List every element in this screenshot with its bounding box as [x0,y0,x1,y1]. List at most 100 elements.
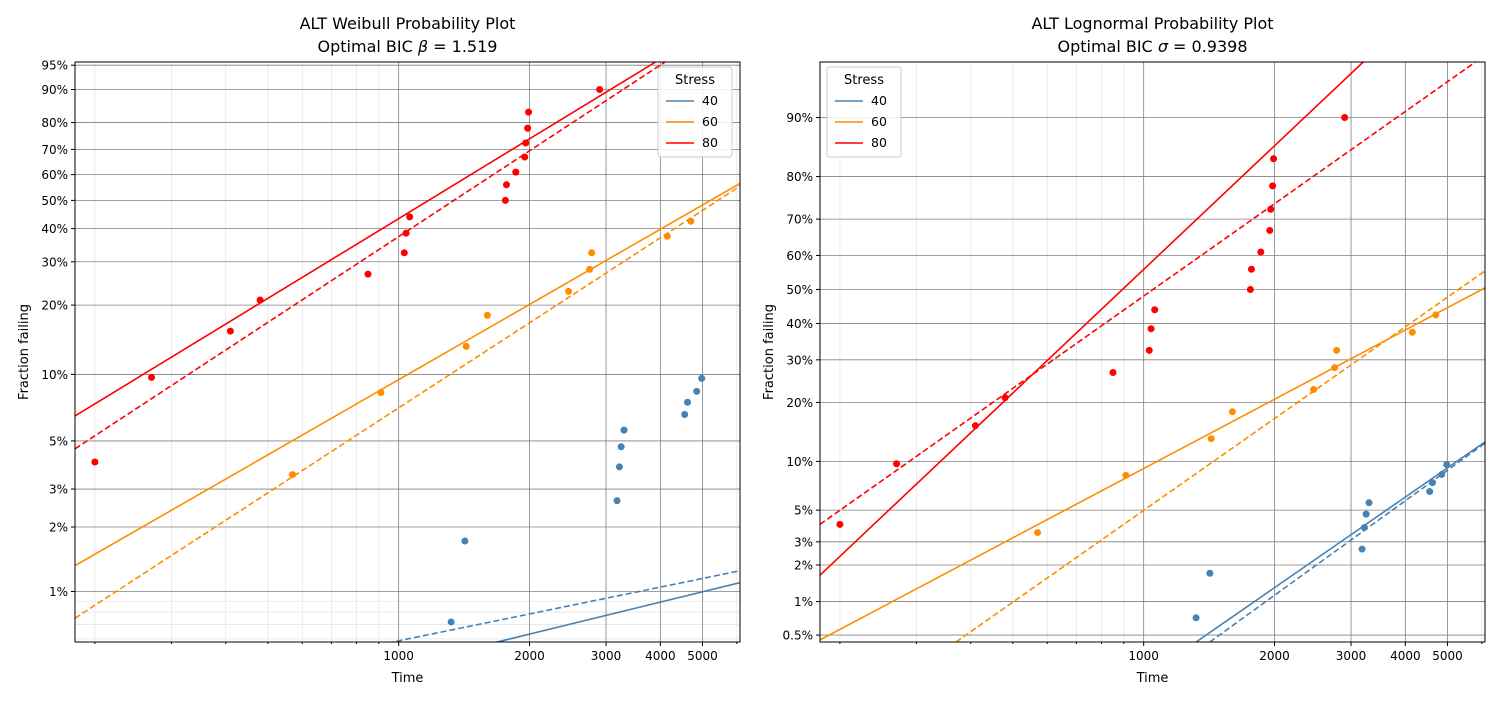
lognormal-y-axis-label: Fraction failing [762,304,777,400]
subtitle-prefix: Optimal BIC [318,37,418,56]
data-point-80 [1341,114,1349,122]
data-point-80 [1269,182,1277,190]
data-point-80 [1270,155,1278,163]
data-point-40 [447,618,455,626]
data-point-40 [698,374,706,382]
data-point-80 [512,168,520,176]
lognormal-grid [820,62,1485,642]
data-point-40 [613,497,621,505]
legend-entry-80: 80 [702,135,718,150]
subtitle-symbol: σ [1158,37,1169,56]
data-point-80 [226,327,234,335]
data-point-80 [525,108,533,116]
data-point-60 [1333,346,1341,354]
data-point-40 [617,443,625,451]
legend-entry-40: 40 [871,93,887,108]
data-point-60 [1432,311,1440,319]
x-tick-label: 4000 [1390,649,1421,663]
x-tick-label: 1000 [383,649,414,663]
data-point-80 [521,153,529,161]
data-point-80 [406,213,414,221]
fit-line-solid-40 [1195,441,1485,642]
data-point-80 [1147,325,1155,333]
subtitle-value: = 1.519 [428,37,497,56]
y-tick-label: 5% [49,434,68,448]
weibull-legend: Stress 40 60 80 [657,66,733,158]
data-point-40 [461,537,469,545]
y-tick-label: 90% [786,111,813,125]
weibull-plot-area [75,62,740,642]
y-tick-label: 20% [786,396,813,410]
fit-line-dashed-40 [388,569,740,642]
data-point-40 [693,387,701,395]
data-point-60 [1331,364,1339,372]
x-tick-label: 5000 [1432,649,1463,663]
weibull-chart-title: ALT Weibull Probability Plot [300,14,516,33]
data-point-80 [893,460,901,468]
data-point-40 [1429,479,1437,487]
fit-line-dashed-80 [820,62,1476,526]
y-tick-label: 5% [794,504,813,518]
legend-entry-80: 80 [871,135,887,150]
lognormal-plot-panel: 1000 2000 3000 4000 5000 0.5% 1% 2% 3% 5% 10% 20% 30… [762,14,1486,686]
data-point-80 [148,373,156,381]
data-point-80 [1257,248,1265,256]
y-tick-label: 0.5% [783,629,814,643]
data-point-80 [524,124,532,132]
y-tick-label: 10% [786,455,813,469]
y-tick-label: 80% [41,116,68,130]
x-tick-label: 5000 [687,649,718,663]
data-point-80 [91,458,99,466]
y-tick-label: 1% [794,595,813,609]
data-point-60 [663,232,671,240]
y-tick-label: 50% [41,194,68,208]
lognormal-chart-title: ALT Lognormal Probability Plot [1031,14,1273,33]
data-point-40 [615,463,623,471]
data-point-40 [681,410,689,418]
y-tick-label: 50% [786,283,813,297]
lognormal-x-axis-label: Time [1136,671,1169,686]
weibull-axes-frame [74,61,741,643]
y-tick-label: 95% [41,59,68,73]
data-point-60 [586,265,594,273]
weibull-grid [75,62,740,642]
subtitle-prefix: Optimal BIC [1057,37,1157,56]
data-point-60 [1122,471,1130,479]
lognormal-plot-area [820,62,1485,642]
fit-line-dashed-60 [75,185,740,619]
data-point-60 [462,342,470,350]
y-tick-label: 90% [41,83,68,97]
y-tick-label: 2% [794,559,813,573]
weibull-plot-panel: 1000 2000 3000 4000 5000 1% 2% 3% 5% 10% 20% 30% 40%… [17,14,741,686]
data-point-80 [1151,306,1159,314]
x-tick-label: 1000 [1128,649,1159,663]
data-point-40 [1365,499,1373,507]
y-tick-label: 20% [41,299,68,313]
y-tick-label: 30% [41,255,68,269]
fit-line-solid-80 [75,62,656,417]
data-point-80 [501,196,509,204]
data-point-60 [1207,435,1215,443]
data-point-80 [1109,369,1117,377]
data-point-40 [1362,510,1370,518]
legend-entry-60: 60 [702,114,718,129]
data-point-60 [687,217,695,225]
legend-title: Stress [675,73,715,88]
data-point-60 [1408,328,1416,336]
data-point-80 [836,520,844,528]
data-point-60 [1034,529,1042,537]
data-point-60 [588,249,596,257]
lognormal-chart-subtitle: Optimal BIC σ = 0.9398 [1057,37,1247,56]
y-tick-label: 3% [49,483,68,497]
y-tick-label: 3% [794,535,813,549]
data-point-80 [1001,394,1009,402]
data-point-40 [1426,488,1434,496]
y-tick-label: 70% [41,143,68,157]
subtitle-value: = 0.9398 [1168,37,1248,56]
y-tick-label: 60% [786,249,813,263]
legend-title: Stress [844,73,884,88]
data-point-80 [1247,265,1255,273]
subtitle-symbol: β [417,37,428,56]
data-point-80 [1246,285,1254,293]
